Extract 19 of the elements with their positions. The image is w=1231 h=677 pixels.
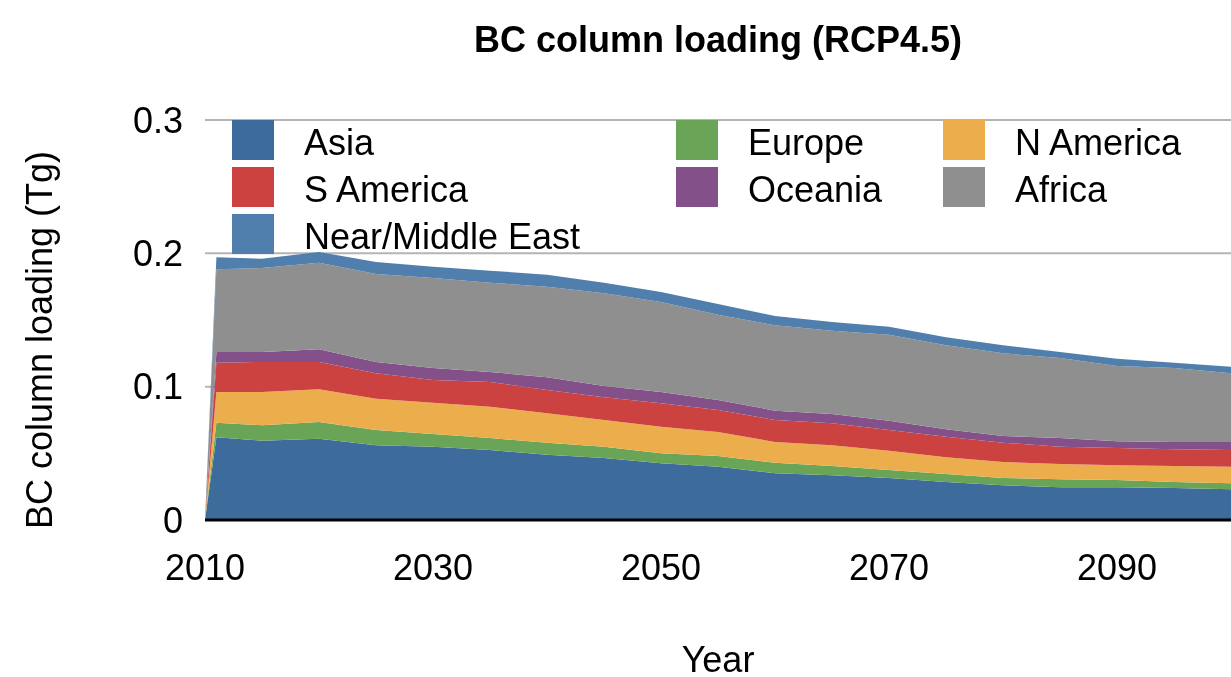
y-tick-label: 0.2	[132, 232, 183, 274]
x-tick-label: 2070	[848, 547, 930, 588]
legend-label: Near/Middle East	[304, 215, 581, 257]
x-axis-title: Year	[681, 639, 755, 677]
y-tick-label: 0.3	[132, 99, 183, 141]
x-tick-label: 2010	[164, 547, 246, 588]
y-axis-title: BC column loading (Tg)	[19, 150, 60, 530]
x-tick-label: 2050	[620, 547, 702, 588]
legend-label: Africa	[1015, 168, 1108, 210]
legend-label: N America	[1015, 121, 1183, 163]
legend-label: Asia	[304, 121, 376, 163]
x-tick-label: 2090	[1076, 547, 1158, 588]
x-tick-label: 2030	[392, 547, 474, 588]
legend-label: S America	[304, 168, 470, 210]
legend-label: Oceania	[748, 168, 884, 210]
legend-label: Europe	[748, 121, 865, 163]
y-tick-label: 0	[162, 499, 183, 541]
y-tick-label: 0.1	[132, 366, 183, 408]
chart-title: BC column loading (RCP4.5)	[473, 19, 963, 60]
